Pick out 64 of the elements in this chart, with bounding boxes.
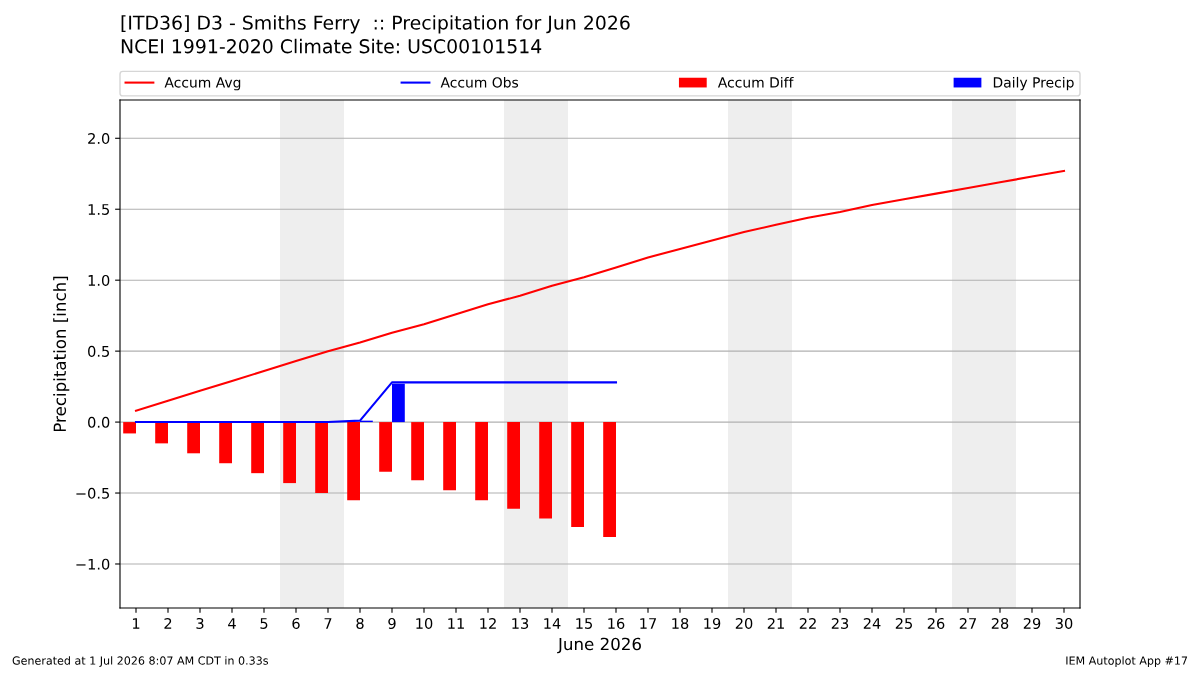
legend-label: Accum Obs (440, 76, 519, 88)
text: IEM Autoplot App #17 (1066, 656, 1188, 667)
y-tick-label: −1.0 (76, 558, 110, 570)
x-tick-label: 18 (672, 617, 689, 629)
x-tick-label: 7 (324, 618, 332, 629)
text: Generated at 1 Jul 2026 8:07 AM CDT in 0.33s (12, 656, 269, 667)
x-tick-label: 21 (767, 617, 784, 629)
bar (347, 422, 360, 501)
x-tick-label: 12 (480, 617, 496, 629)
legend-label: Daily Precip (993, 76, 1074, 91)
bar (219, 422, 232, 464)
x-tick-label: 13 (512, 617, 529, 629)
x-tick-label: 28 (991, 617, 1009, 629)
bar (443, 422, 456, 491)
x-tick-label: 16 (608, 617, 625, 629)
bar (379, 422, 392, 472)
y-tick-label: 1.5 (88, 204, 109, 215)
y-tick-label: 1.0 (88, 274, 110, 286)
x-tick-label: 25 (895, 617, 912, 629)
bar (539, 422, 552, 519)
x-tick-label: 5 (260, 618, 268, 629)
x-tick-label: 15 (576, 618, 592, 629)
x-tick-label: 10 (416, 617, 433, 629)
bar (251, 422, 264, 474)
y-tick-label: −0.5 (76, 487, 109, 499)
x-tick-label: 8 (356, 617, 364, 629)
bar (507, 422, 520, 509)
x-tick-label: 17 (640, 618, 657, 629)
x-tick-label: 22 (799, 617, 816, 629)
x-tick-label: 26 (927, 617, 945, 629)
y-tick-label: 0.0 (88, 416, 110, 428)
x-tick-label: 29 (1023, 617, 1041, 629)
bar (411, 422, 424, 481)
legend-label: Accum Avg (164, 77, 241, 91)
bar (283, 422, 296, 484)
x-tick-label: 30 (1055, 617, 1073, 629)
x-tick-label: 3 (196, 617, 204, 629)
bar (123, 422, 136, 434)
x-tick-label: 11 (448, 618, 464, 629)
chart-title: [ITD36] D3 - Smiths Ferry :: Precipitation for Jun 2026 (121, 15, 630, 34)
x-tick-label: 27 (959, 617, 977, 629)
bar (315, 422, 328, 494)
bar (187, 422, 200, 454)
line-series (134, 169, 1066, 412)
bar (155, 422, 168, 444)
x-tick-label: 9 (388, 617, 396, 629)
x-tick-label: 20 (735, 617, 753, 629)
x-axis-title: June 2026 (557, 637, 641, 654)
x-tick-label: 23 (831, 617, 849, 629)
bar (571, 422, 584, 528)
x-tick-label: 4 (228, 618, 236, 629)
y-tick-label: 0.5 (88, 345, 109, 357)
legend-label: Accum Diff (717, 76, 794, 88)
x-tick-label: 24 (863, 617, 881, 629)
y-tick-label: 2.0 (88, 133, 110, 145)
x-tick-label: 6 (292, 617, 300, 629)
bar (475, 422, 488, 501)
x-tick-label: 2 (164, 617, 172, 629)
y-axis-title: Precipitation [inch] (53, 276, 70, 432)
x-tick-label: 14 (544, 618, 561, 629)
bar (603, 422, 616, 538)
chart-subtitle: NCEI 1991-2020 Climate Site: USC00101514 (121, 38, 542, 54)
x-tick-label: 19 (704, 617, 721, 629)
x-tick-label: 1 (132, 618, 140, 629)
